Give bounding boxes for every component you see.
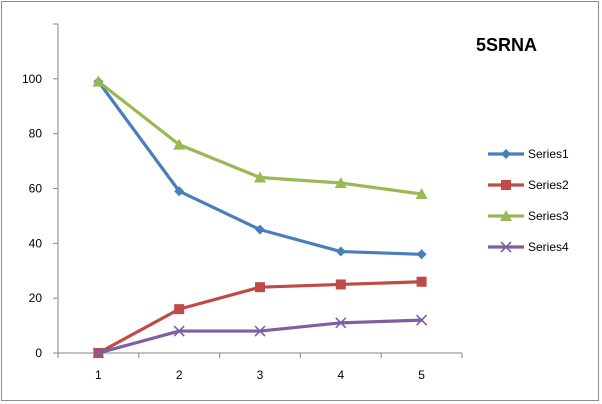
legend-marker-series2 — [501, 180, 511, 190]
legend-label-series1: Series1 — [528, 147, 569, 161]
series1-point — [335, 246, 346, 257]
y-tick-label: 60 — [29, 182, 43, 196]
series4-point — [92, 347, 104, 359]
axes: 0 20 40 60 80 100 1 2 3 4 5 — [22, 23, 463, 382]
x-tick-label: 5 — [418, 368, 425, 382]
legend-label-series4: Series4 — [528, 240, 569, 254]
series3-point — [415, 187, 428, 199]
series2-point — [255, 282, 265, 293]
legend-marker-series1 — [501, 149, 511, 159]
x-tick-label: 1 — [95, 368, 102, 382]
legend: Series1 Series2 Series3 Series4 — [488, 147, 569, 254]
legend-item-series4: Series4 — [488, 240, 569, 254]
y-tick-label: 0 — [35, 346, 42, 360]
series2-line — [96, 280, 424, 355]
legend-item-series1: Series1 — [488, 147, 569, 161]
series4-point — [335, 317, 347, 329]
x-tick-label: 2 — [176, 368, 183, 382]
series4-point — [416, 314, 428, 326]
legend-item-series2: Series2 — [488, 178, 569, 192]
x-tick-label: 4 — [337, 368, 344, 382]
series3-point — [254, 171, 266, 183]
series4-point — [173, 325, 185, 337]
x-tick-label: 3 — [257, 368, 264, 382]
legend-marker-series3 — [500, 210, 512, 221]
legend-item-series3: Series3 — [488, 209, 569, 223]
series3-point — [334, 177, 347, 189]
series3-point — [173, 138, 186, 150]
series3-point — [92, 75, 105, 87]
series-group — [92, 75, 428, 359]
series2-point — [416, 276, 427, 287]
series1-point — [174, 186, 185, 197]
legend-label-series3: Series3 — [528, 209, 569, 223]
series2-point — [335, 279, 346, 290]
series4-point — [254, 325, 266, 337]
series1-point — [416, 249, 427, 260]
legend-label-series2: Series2 — [528, 178, 569, 192]
y-tick-label: 20 — [29, 291, 43, 305]
series2-point — [174, 304, 185, 315]
series1-point — [255, 224, 265, 235]
y-tick-label: 80 — [29, 127, 43, 141]
legend-marker-series4 — [500, 241, 512, 253]
y-tick-label: 40 — [29, 236, 43, 250]
chart-title: 5SRNA — [476, 35, 537, 55]
y-tick-label: 100 — [22, 72, 42, 86]
